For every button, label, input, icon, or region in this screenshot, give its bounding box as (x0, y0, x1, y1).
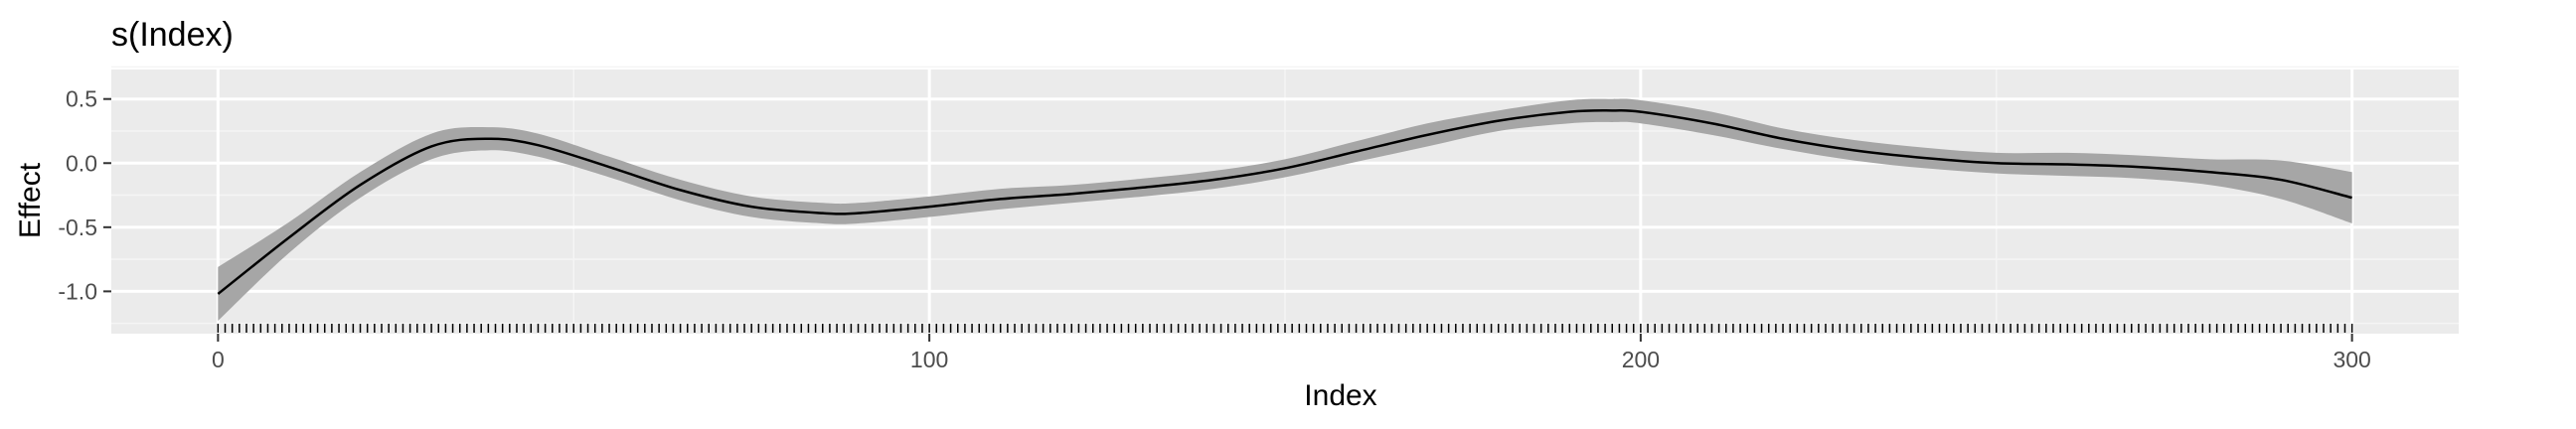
y-axis-title: Effect (14, 162, 47, 238)
x-tick-label: 300 (2333, 347, 2370, 372)
x-tick-label: 0 (212, 347, 225, 372)
x-tick-label: 200 (1622, 347, 1660, 372)
smooth-line (217, 108, 2352, 295)
y-tick-label: -0.5 (58, 214, 97, 240)
chart-title: s(Index) (111, 16, 234, 54)
y-tick-label: 0.5 (66, 86, 97, 112)
confidence-band (218, 98, 2352, 322)
x-tick-label: 100 (910, 347, 948, 372)
rug-marks (217, 324, 2353, 333)
x-axis: 0 100 200 300 (212, 334, 2371, 372)
x-axis-title: Index (1304, 379, 1376, 412)
y-tick-label: -1.0 (58, 278, 97, 304)
y-axis: -1.0 -0.5 0.0 0.5 (58, 86, 111, 304)
y-tick-label: 0.0 (66, 150, 97, 176)
